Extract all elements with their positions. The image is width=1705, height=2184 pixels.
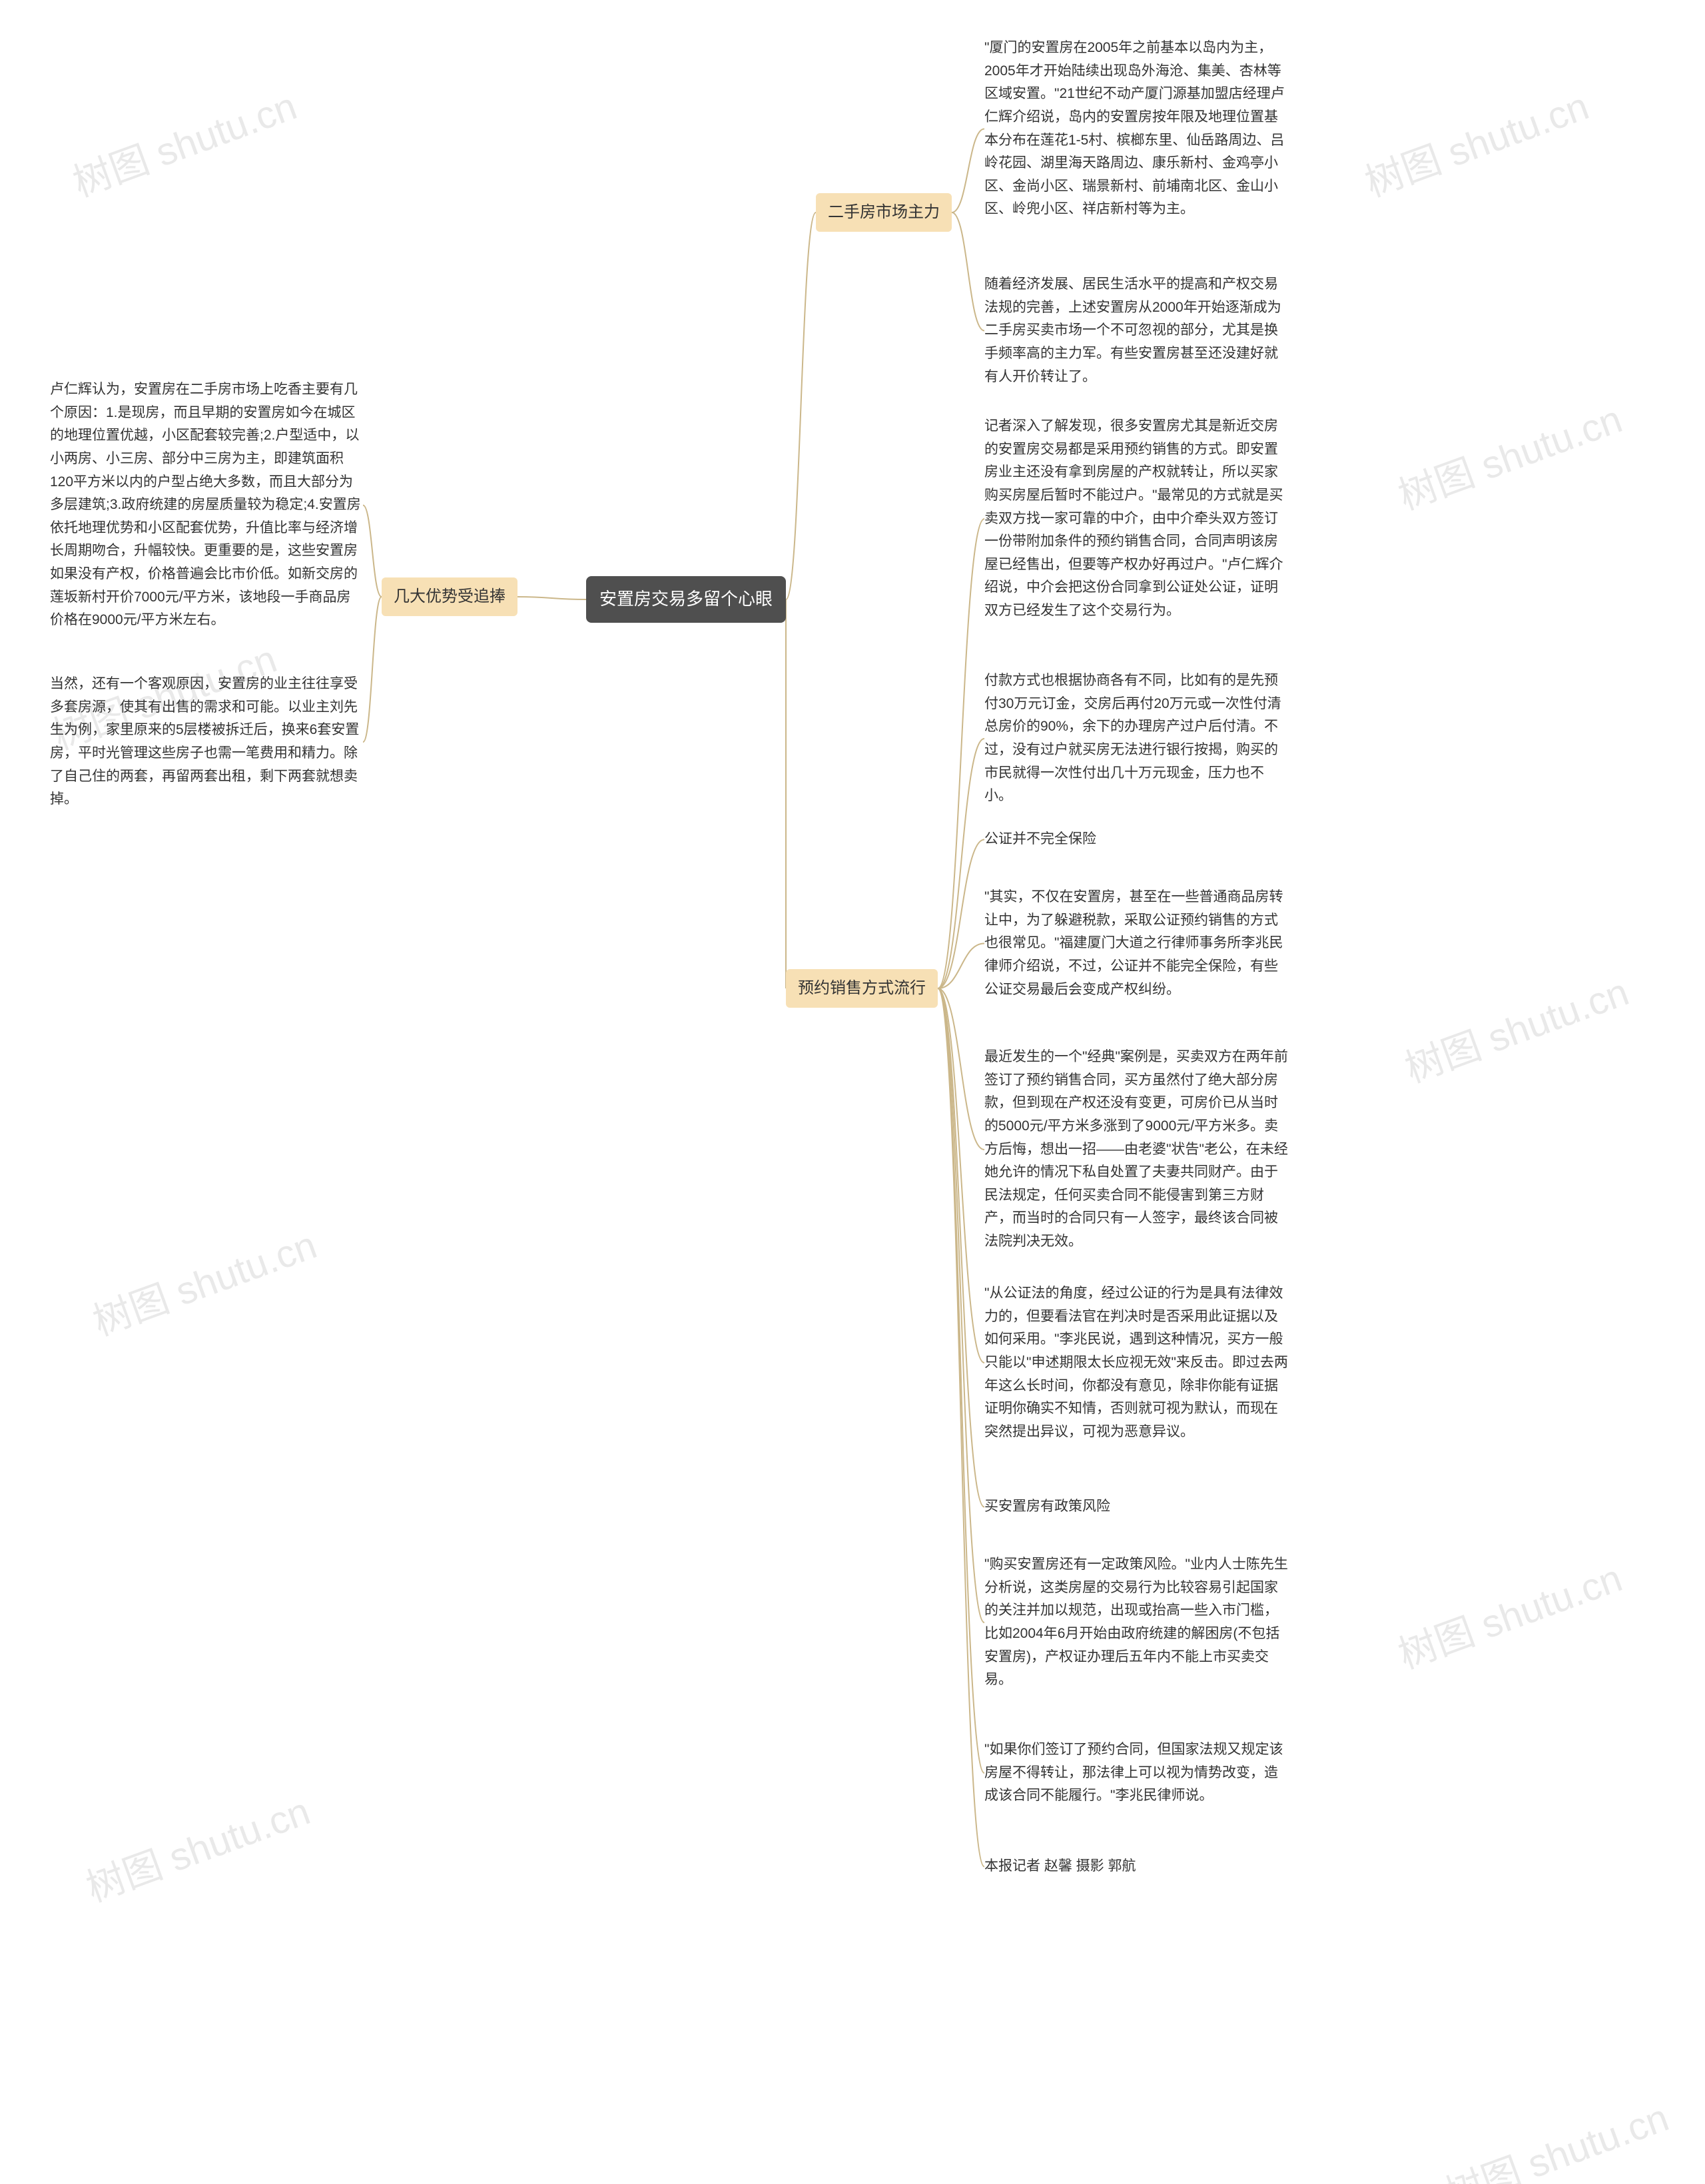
branch-right-secondhand[interactable]: 二手房市场主力 bbox=[816, 193, 952, 232]
watermark: 树图 shutu.cn bbox=[84, 1214, 323, 1346]
branch-left-advantages[interactable]: 几大优势受追捧 bbox=[382, 577, 517, 616]
watermark: 树图 shutu.cn bbox=[1396, 960, 1635, 1093]
watermark: 树图 shutu.cn bbox=[64, 75, 303, 207]
watermark: 树图 shutu.cn bbox=[1436, 2086, 1675, 2184]
watermark: 树图 shutu.cn bbox=[77, 1780, 316, 1912]
leaf-r1-5: "从公证法的角度，经过公证的行为是具有法律效力的，但要看法官在判决时是否采用此证… bbox=[984, 1282, 1291, 1443]
leaf-r1-6: 买安置房有政策风险 bbox=[984, 1495, 1291, 1519]
watermark: 树图 shutu.cn bbox=[1389, 388, 1628, 520]
watermark: 树图 shutu.cn bbox=[1356, 75, 1595, 207]
branch-right-presale[interactable]: 预约销售方式流行 bbox=[786, 969, 938, 1008]
leaf-r1-3: "其实，不仅在安置房，甚至在一些普通商品房转让中，为了躲避税款，采取公证预约销售… bbox=[984, 886, 1291, 1001]
leaf-r0-1: 随着经济发展、居民生活水平的提高和产权交易法规的完善，上述安置房从2000年开始… bbox=[984, 273, 1291, 388]
center-node[interactable]: 安置房交易多留个心眼 bbox=[586, 576, 786, 623]
mindmap-connectors bbox=[0, 0, 1705, 2184]
leaf-r1-2: 公证并不完全保险 bbox=[984, 828, 1291, 851]
leaf-left-0: 卢仁辉认为，安置房在二手房市场上吃香主要有几个原因：1.是现房，而且早期的安置房… bbox=[50, 378, 363, 632]
leaf-r1-0: 记者深入了解发现，很多安置房尤其是新近交房的安置房交易都是采用预约销售的方式。即… bbox=[984, 415, 1291, 623]
leaf-r0-0: "厦门的安置房在2005年之前基本以岛内为主，2005年才开始陆续出现岛外海沧、… bbox=[984, 37, 1291, 221]
leaf-r1-4: 最近发生的一个"经典"案例是，买卖双方在两年前签订了预约销售合同，买方虽然付了绝… bbox=[984, 1046, 1291, 1254]
leaf-r1-1: 付款方式也根据协商各有不同，比如有的是先预付30万元订金，交房后再付20万元或一… bbox=[984, 669, 1291, 808]
leaf-left-1: 当然，还有一个客观原因，安置房的业主往往享受多套房源，使其有出售的需求和可能。以… bbox=[50, 673, 363, 811]
watermark: 树图 shutu.cn bbox=[1389, 1547, 1628, 1679]
leaf-r1-7: "购买安置房还有一定政策风险。"业内人士陈先生分析说，这类房屋的交易行为比较容易… bbox=[984, 1553, 1291, 1692]
leaf-r1-8: "如果你们签订了预约合同，但国家法规又规定该房屋不得转让，那法律上可以视为情势改… bbox=[984, 1738, 1291, 1808]
leaf-r1-9: 本报记者 赵馨 摄影 郭航 bbox=[984, 1855, 1291, 1878]
